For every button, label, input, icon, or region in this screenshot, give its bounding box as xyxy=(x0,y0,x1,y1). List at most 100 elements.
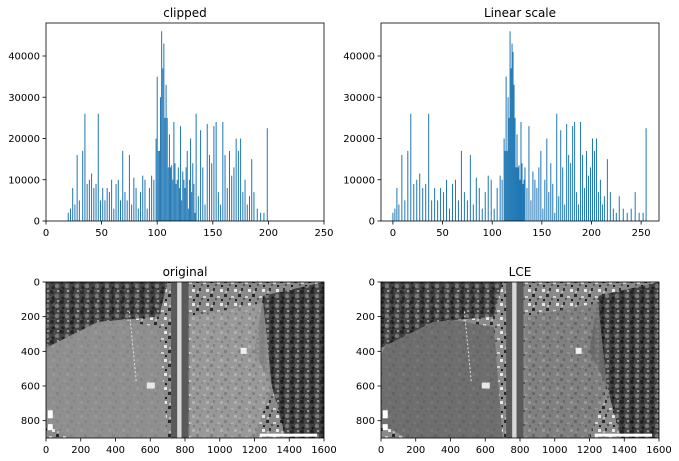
histogram-bar xyxy=(586,150,588,222)
legend-marker xyxy=(47,424,53,431)
histogram-bar xyxy=(584,188,586,221)
histogram-bar xyxy=(186,150,188,222)
building xyxy=(575,347,582,354)
x-tick-label: 0 xyxy=(390,228,396,239)
histogram-bar xyxy=(222,122,224,221)
histogram-bar xyxy=(568,155,570,221)
histogram-bar xyxy=(645,128,647,221)
histogram-bar xyxy=(512,51,514,222)
x-tick-label: 1400 xyxy=(612,445,637,456)
histogram-bar xyxy=(503,138,505,221)
y-tick-label: 20000 xyxy=(343,134,375,145)
histogram-bar xyxy=(111,179,113,221)
histogram-bar xyxy=(578,204,580,221)
forest-right xyxy=(589,282,659,438)
histogram-bar xyxy=(97,113,99,221)
histogram-bar xyxy=(419,173,421,221)
x-tick-label: 1000 xyxy=(207,445,232,456)
histogram-bar xyxy=(195,113,197,221)
histogram-bar xyxy=(589,167,591,222)
histogram-bar xyxy=(72,188,74,221)
histogram-bar xyxy=(440,188,442,221)
y-tick-label: 400 xyxy=(356,347,375,358)
histogram-linear-scale: Linear scale 0 50 100 150 200 250 0 10000 20000… xyxy=(343,6,660,239)
chart-title: original xyxy=(163,265,208,279)
histogram-bar xyxy=(192,163,194,221)
histogram-bar xyxy=(506,150,508,222)
histogram-bar xyxy=(86,183,88,222)
scale-bar xyxy=(259,433,318,437)
field-right xyxy=(525,302,607,438)
x-tick-label: 800 xyxy=(510,445,529,456)
x-tick-label: 250 xyxy=(314,228,333,239)
x-tick-label: 200 xyxy=(71,445,90,456)
x-tick-label: 0 xyxy=(43,445,49,456)
histogram-bar xyxy=(194,212,196,221)
histogram-bar xyxy=(572,126,574,222)
y-tick-label: 10000 xyxy=(343,175,375,186)
building xyxy=(240,347,247,354)
histogram-bar xyxy=(597,192,599,222)
histogram-bar xyxy=(544,179,546,221)
histogram-bar xyxy=(215,122,217,221)
histogram-bar xyxy=(542,208,544,222)
histogram-bar xyxy=(249,196,250,221)
histogram-bar xyxy=(131,204,133,221)
histogram-bar xyxy=(422,188,424,221)
x-tick-label: 250 xyxy=(632,228,651,239)
histogram-bar xyxy=(511,43,513,222)
forest-left xyxy=(46,282,168,348)
histogram-bar xyxy=(524,167,526,222)
north-marker xyxy=(382,410,388,419)
histogram-bar xyxy=(237,150,239,222)
forest-left xyxy=(381,282,503,348)
histogram-bar xyxy=(496,188,498,221)
histogram-bar xyxy=(508,117,510,221)
x-tick-label: 600 xyxy=(141,445,160,456)
histogram-bar xyxy=(570,163,572,221)
histogram-bar xyxy=(266,128,268,221)
histogram-bar xyxy=(211,163,213,221)
histogram-bar xyxy=(174,163,176,221)
histogram-bar xyxy=(158,150,160,222)
histogram-bar xyxy=(518,165,520,221)
x-tick-label: 200 xyxy=(582,228,601,239)
histogram-bar xyxy=(466,200,468,222)
histogram-bar xyxy=(142,175,144,222)
histogram-bar xyxy=(548,192,550,222)
histogram-bar xyxy=(153,179,155,221)
image-original: original 0 200 400 600 800 1000 1200 1400 1600 0… xyxy=(21,265,337,456)
histogram-bar xyxy=(88,179,90,221)
histogram-bar xyxy=(188,179,190,221)
x-tick-label: 100 xyxy=(483,228,502,239)
histogram-bar xyxy=(501,179,503,221)
x-tick-label: 200 xyxy=(259,228,278,239)
histogram-bar xyxy=(120,200,121,222)
x-tick-label: 1200 xyxy=(577,445,602,456)
histogram-bar xyxy=(187,208,189,222)
histogram-bar xyxy=(472,204,474,221)
histogram-bar xyxy=(67,212,69,221)
x-tick-label: 1600 xyxy=(311,445,336,456)
y-tick-label: 30000 xyxy=(343,93,375,104)
building xyxy=(481,382,490,389)
histogram-bar xyxy=(74,204,76,221)
histogram-bar xyxy=(126,200,128,222)
histogram-bar xyxy=(434,188,436,221)
histogram-bar xyxy=(173,122,175,221)
histogram-bar xyxy=(490,179,492,221)
y-tick-label: 10000 xyxy=(8,175,40,186)
histogram-bar xyxy=(263,212,265,221)
histogram-bar xyxy=(185,167,187,222)
histogram-bar xyxy=(235,138,237,221)
histogram-bar xyxy=(509,31,511,221)
chart-title: clipped xyxy=(163,6,207,20)
histogram-bar xyxy=(582,155,584,221)
histogram-bar xyxy=(190,138,192,221)
histogram-bar xyxy=(102,188,104,221)
histogram-bar xyxy=(156,76,158,222)
histogram-bar xyxy=(454,179,456,221)
histogram-bar xyxy=(540,150,542,222)
histogram-bar xyxy=(521,163,523,221)
